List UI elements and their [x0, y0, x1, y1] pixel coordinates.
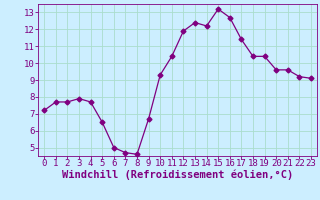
X-axis label: Windchill (Refroidissement éolien,°C): Windchill (Refroidissement éolien,°C)	[62, 170, 293, 180]
